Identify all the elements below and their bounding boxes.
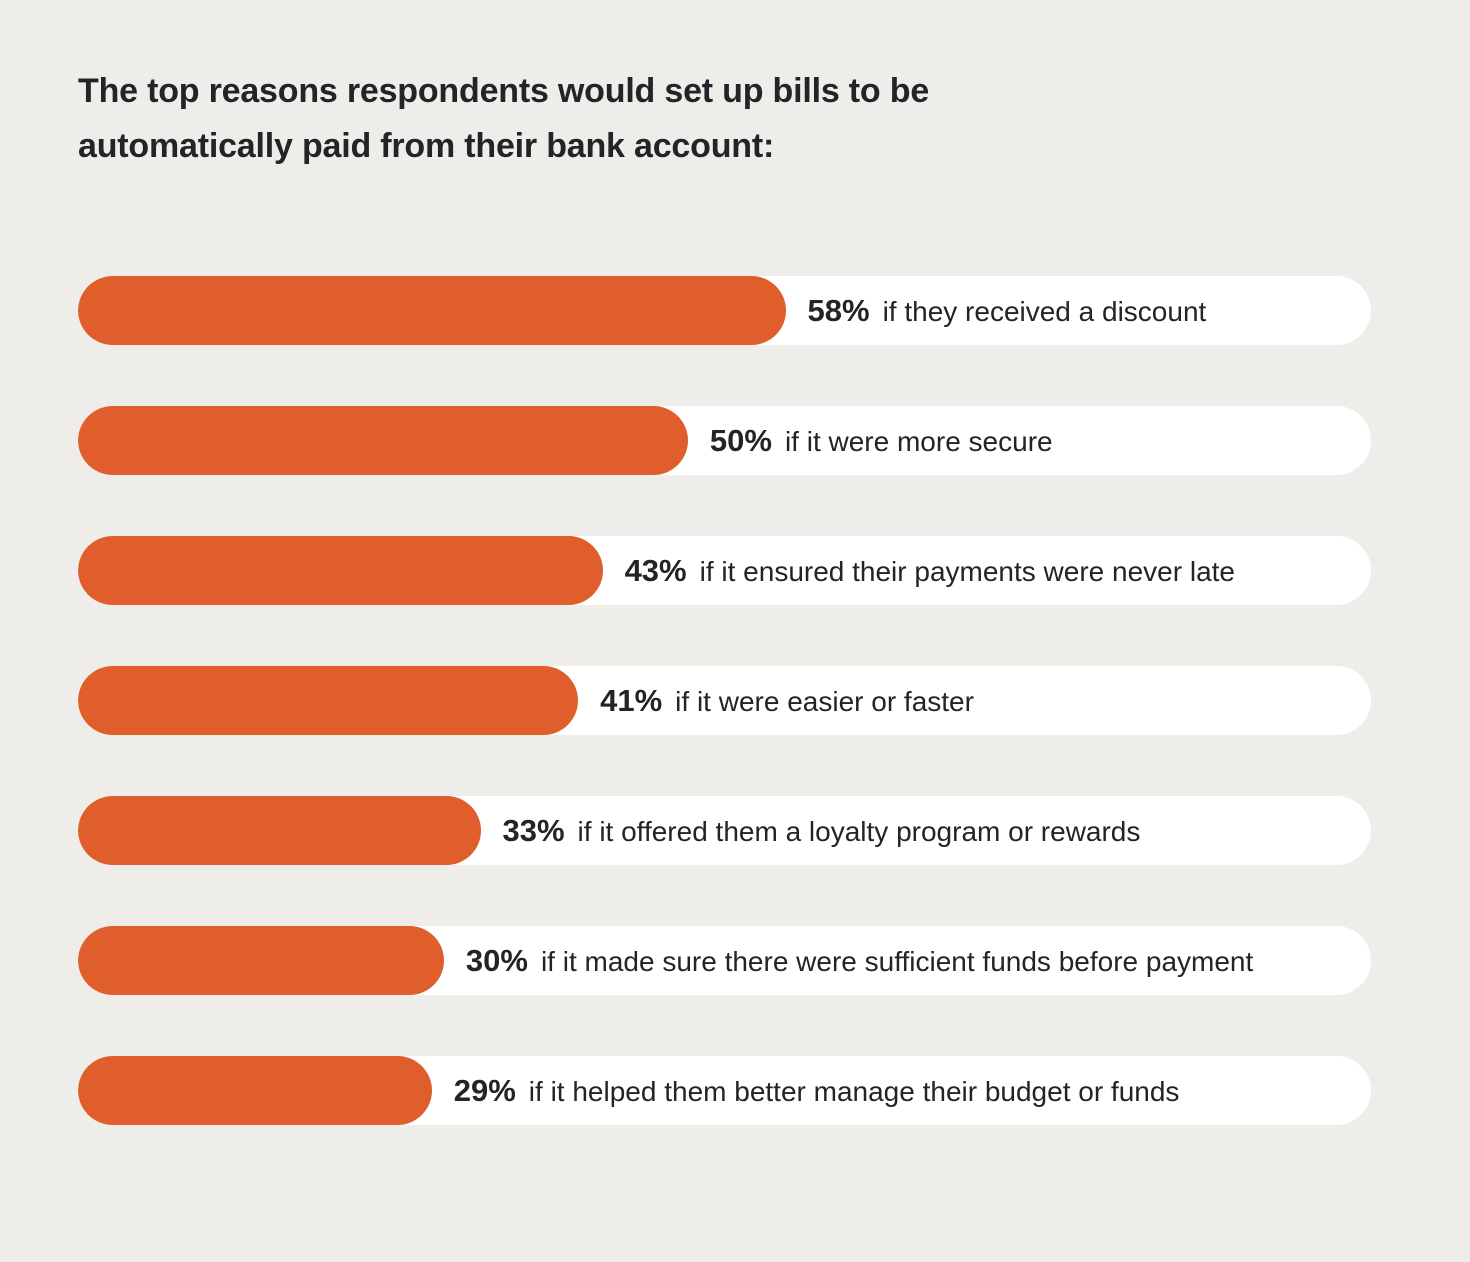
bar-label: 58% if they received a discount (808, 293, 1207, 329)
bar-label: 29% if it helped them better manage thei… (454, 1073, 1180, 1109)
bar-track: 58% if they received a discount (78, 276, 1371, 345)
bar-description: if it were easier or faster (675, 685, 974, 717)
bar-description: if it ensured their payments were never … (699, 555, 1235, 587)
bar-description: if it made sure there were sufficient fu… (540, 945, 1254, 977)
bar-label: 30% if it made sure there were sufficien… (466, 943, 1253, 979)
bar-description: if it offered them a loyalty program or … (577, 815, 1141, 847)
bar-fill (78, 536, 603, 605)
bar-track: 41% if it were easier or faster (78, 666, 1371, 735)
bar-label: 33% if it offered them a loyalty program… (503, 813, 1141, 849)
bar-track: 50% if it were more secure (78, 406, 1371, 475)
bar-description: if it helped them better manage their bu… (528, 1075, 1180, 1107)
bar-fill (78, 926, 444, 995)
bar-fill (78, 1056, 432, 1125)
bar-track: 33% if it offered them a loyalty program… (78, 796, 1371, 865)
bar-value: 30% (465, 942, 528, 978)
bar-label: 50% if it were more secure (710, 423, 1053, 459)
bar-value: 43% (624, 552, 687, 588)
bar-fill (78, 406, 688, 475)
bar-value: 50% (709, 422, 772, 458)
bar-label: 43% if it ensured their payments were ne… (625, 553, 1235, 589)
bar-fill (78, 666, 579, 735)
bar-description: if it were more secure (784, 425, 1053, 457)
bar-fill (78, 276, 786, 345)
bar-fill (78, 796, 481, 865)
bar-value: 29% (453, 1072, 516, 1108)
bar-description: if they received a discount (882, 295, 1207, 327)
chart-title-line2: automatically paid from their bank accou… (78, 127, 775, 165)
bar-track: 30% if it made sure there were sufficien… (78, 926, 1371, 995)
bar-value: 58% (807, 292, 870, 328)
bar-track: 29% if it helped them better manage thei… (78, 1056, 1371, 1125)
bar-chart: 58% if they received a discount 50% if i… (78, 276, 1371, 1125)
chart-title-line1: The top reasons respondents would set up… (78, 72, 930, 110)
bar-value: 41% (600, 682, 663, 718)
chart-title: The top reasons respondents would set up… (78, 64, 1470, 174)
bar-label: 41% if it were easier or faster (600, 683, 974, 719)
bar-track: 43% if it ensured their payments were ne… (78, 536, 1371, 605)
bar-value: 33% (502, 812, 565, 848)
